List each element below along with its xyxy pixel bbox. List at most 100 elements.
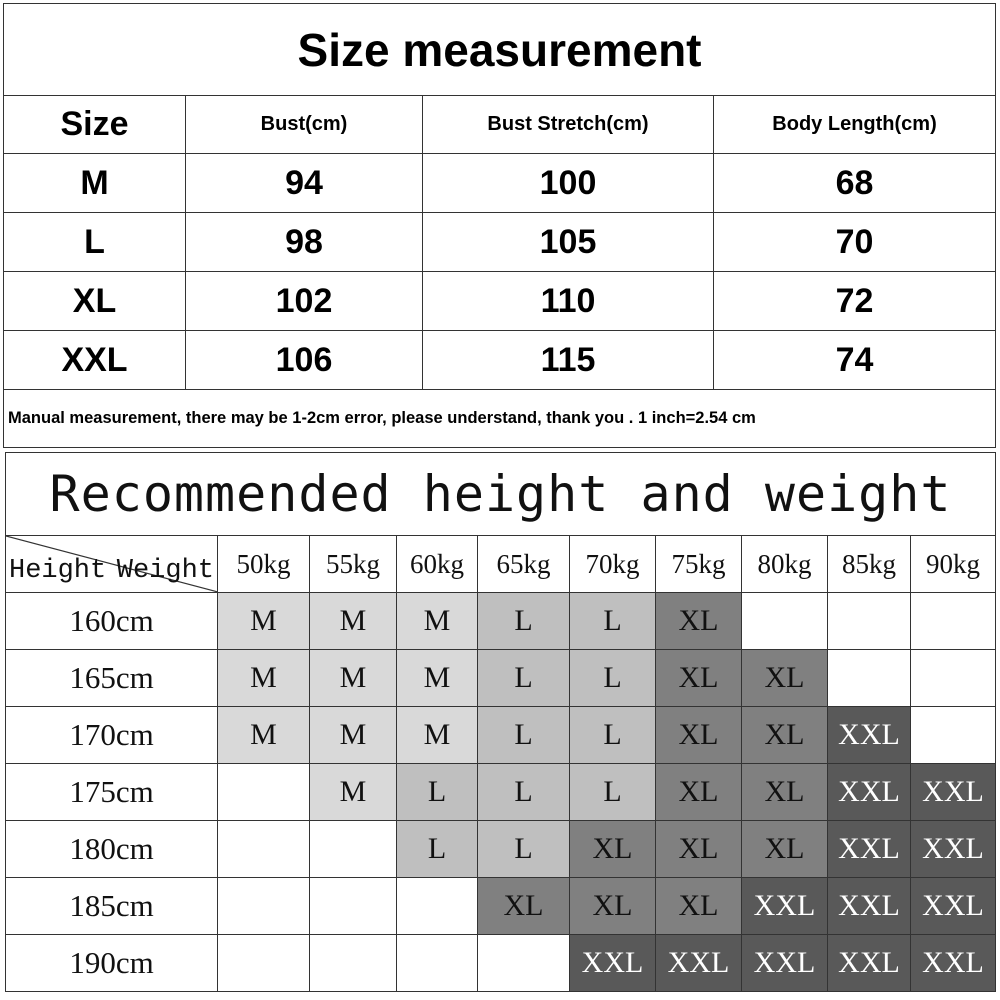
height-label: 170cm — [5, 706, 218, 764]
recommended-size-cell — [827, 649, 911, 707]
recommended-size-cell — [217, 877, 310, 935]
recommended-size-table: Recommended height and weight Height Wei… — [4, 452, 997, 992]
header-body-length: Body Length(cm) — [712, 95, 997, 154]
recommended-size-cell — [827, 592, 911, 650]
weight-header: 60kg — [396, 535, 478, 593]
recommended-size-cell — [396, 877, 478, 935]
recommended-size-cell — [909, 592, 997, 650]
recommended-size-cell: XXL — [909, 763, 997, 821]
height-row: 190cm XXL XXL XXL XXL XXL — [5, 934, 997, 992]
weight-header: 55kg — [309, 535, 397, 593]
recommended-size-cell: XXL — [827, 934, 911, 992]
recommended-size-cell: XL — [569, 820, 656, 878]
height-label: 165cm — [5, 649, 218, 707]
recommended-size-cell: M — [217, 706, 310, 764]
recommended-size-cell: L — [477, 820, 570, 878]
height-row: 175cm M L L L XL XL XXL XXL — [5, 763, 997, 821]
size-table-title: Size measurement — [2, 3, 997, 96]
recommended-size-cell: L — [477, 763, 570, 821]
height-row: 165cm M M M L L XL XL — [5, 649, 997, 707]
recommended-size-cell: XXL — [909, 934, 997, 992]
measurement-cell: 105 — [422, 212, 714, 272]
measurement-cell: 102 — [185, 271, 423, 331]
recommended-size-cell: XXL — [827, 877, 911, 935]
weight-header: 70kg — [569, 535, 656, 593]
measurement-cell: 74 — [712, 330, 997, 390]
recommended-size-cell: M — [396, 649, 478, 707]
recommended-size-cell: XXL — [827, 763, 911, 821]
recommended-size-cell: XXL — [909, 877, 997, 935]
recommended-size-cell: L — [477, 706, 570, 764]
recommended-size-cell: L — [477, 649, 570, 707]
measurement-note: Manual measurement, there may be 1-2cm e… — [2, 389, 997, 448]
weight-header: 85kg — [827, 535, 911, 593]
recommended-size-cell: XL — [655, 706, 742, 764]
weight-header: 80kg — [741, 535, 828, 593]
weight-header: 90kg — [909, 535, 997, 593]
height-row: 160cm M M M L L XL — [5, 592, 997, 650]
size-row: M 94 100 68 — [3, 153, 997, 213]
height-row: 180cm L L XL XL XL XXL XXL — [5, 820, 997, 878]
recommended-size-cell: M — [309, 592, 397, 650]
weight-header: 75kg — [655, 535, 742, 593]
height-label: 190cm — [5, 934, 218, 992]
recommended-size-cell: M — [396, 592, 478, 650]
height-label: 175cm — [5, 763, 218, 821]
recommended-size-cell: XL — [655, 820, 742, 878]
size-row: L 98 105 70 — [3, 212, 997, 272]
header-bust: Bust(cm) — [185, 95, 423, 154]
recommended-size-cell: XL — [741, 820, 828, 878]
corner-weight-label: Weight — [116, 556, 214, 586]
recommended-size-cell: XXL — [741, 934, 828, 992]
recommended-size-cell: XL — [569, 877, 656, 935]
size-measurement-table: Size measurement Size Bust(cm) Bust Stre… — [2, 3, 997, 448]
recommended-size-cell: XL — [741, 649, 828, 707]
measurement-cell: 72 — [712, 271, 997, 331]
recommended-size-cell: XXL — [827, 706, 911, 764]
recommended-size-cell: XXL — [655, 934, 742, 992]
corner-height-label: Height — [9, 556, 107, 586]
recommended-size-cell: XL — [741, 706, 828, 764]
recommended-size-cell — [217, 763, 310, 821]
recommended-size-cell: L — [396, 820, 478, 878]
size-row: XXL 106 115 74 — [3, 330, 997, 390]
header-size: Size — [3, 95, 186, 154]
size-label: XXL — [3, 330, 186, 390]
measurement-cell: 68 — [712, 153, 997, 213]
recommended-size-cell: XL — [741, 763, 828, 821]
weight-header: 50kg — [217, 535, 310, 593]
recommended-size-cell: XL — [655, 763, 742, 821]
recommended-size-cell: M — [309, 649, 397, 707]
diagonal-divider — [6, 536, 217, 592]
recommended-size-cell: XL — [655, 649, 742, 707]
recommended-size-cell: M — [217, 592, 310, 650]
recommended-size-cell: L — [569, 763, 656, 821]
recommended-size-cell: M — [217, 649, 310, 707]
height-weight-corner: Height Weight — [5, 535, 218, 593]
recommended-size-cell — [909, 706, 997, 764]
measurement-cell: 110 — [422, 271, 714, 331]
recommended-size-cell: XL — [655, 877, 742, 935]
recommended-size-cell — [309, 820, 397, 878]
measurement-cell: 106 — [185, 330, 423, 390]
measurement-cell: 100 — [422, 153, 714, 213]
measurement-cell: 115 — [422, 330, 714, 390]
recommended-size-cell — [309, 934, 397, 992]
recommended-size-cell: XL — [477, 877, 570, 935]
recommended-size-cell: M — [396, 706, 478, 764]
recommended-size-cell: XL — [655, 592, 742, 650]
recommended-size-cell — [396, 934, 478, 992]
height-label: 160cm — [5, 592, 218, 650]
header-bust-stretch: Bust Stretch(cm) — [422, 95, 714, 154]
recommended-size-cell — [741, 592, 828, 650]
weight-header: 65kg — [477, 535, 570, 593]
measurement-cell: 98 — [185, 212, 423, 272]
recommended-size-cell — [217, 820, 310, 878]
recommended-size-cell — [309, 877, 397, 935]
height-label: 185cm — [5, 877, 218, 935]
recommended-size-cell: M — [309, 763, 397, 821]
recommended-size-cell: XXL — [909, 820, 997, 878]
size-label: M — [3, 153, 186, 213]
recommended-size-cell: XXL — [569, 934, 656, 992]
height-label: 180cm — [5, 820, 218, 878]
